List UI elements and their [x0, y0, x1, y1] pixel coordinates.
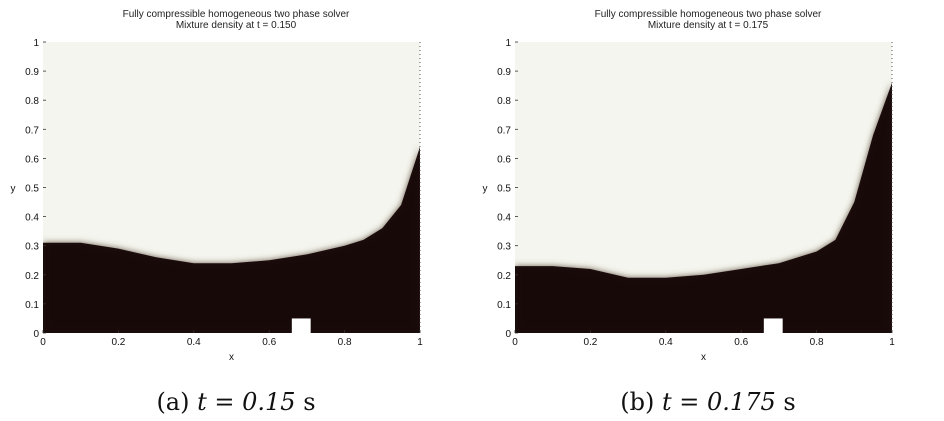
y-tick-label: 0.4 — [25, 213, 39, 224]
y-tick-label: 1 — [505, 38, 511, 49]
y-tick-label: 1 — [33, 38, 39, 49]
x-tick-label: 0.6 — [734, 337, 748, 348]
panel-b: Fully compressible homogeneous two phase… — [472, 0, 944, 421]
y-tick-label: 0.9 — [25, 67, 39, 78]
plot-title: Fully compressible homogeneous two phase… — [594, 9, 822, 20]
obstacle — [763, 318, 783, 333]
y-tick-label: 0 — [505, 329, 511, 340]
y-tick-label: 0.6 — [25, 154, 39, 165]
y-tick-label: 0.3 — [25, 242, 39, 253]
y-tick-label: 0.5 — [497, 184, 511, 195]
y-axis-label: y — [483, 184, 488, 195]
density-plot: 0 0.1 0.2 0.3 0.4 0.5 0.6 0.7 0.8 0.9 1 0 0.2 0.4 0.6 0… — [483, 38, 896, 363]
x-tick-label: 0 — [512, 337, 518, 348]
obstacle — [291, 318, 311, 333]
y-tick-label: 0.8 — [497, 96, 511, 107]
x-tick-label: 0.4 — [187, 337, 201, 348]
y-tick-label: 0.2 — [497, 271, 511, 282]
y-tick-label: 0.9 — [497, 67, 511, 78]
y-tick-label: 0.1 — [497, 300, 511, 311]
y-tick-label: 0.3 — [497, 242, 511, 253]
y-tick-label: 0.8 — [25, 96, 39, 107]
x-tick-label: 0.4 — [659, 337, 673, 348]
caption-label: (b) — [620, 388, 655, 416]
y-tick-label: 0.1 — [25, 300, 39, 311]
caption-unit: s — [783, 388, 796, 416]
caption: (a) t = 0.15 s — [0, 388, 472, 416]
caption: (b) t = 0.175 s — [472, 388, 944, 416]
x-tick-label: 0.6 — [262, 337, 276, 348]
y-tick-label: 0.7 — [25, 125, 39, 136]
plot-subtitle: Mixture density at t = 0.150 — [175, 20, 297, 31]
x-tick-label: 0.2 — [583, 337, 597, 348]
y-axis-label: y — [11, 184, 16, 195]
plot-subtitle: Mixture density at t = 0.175 — [647, 20, 769, 31]
x-tick-label: 0.2 — [111, 337, 125, 348]
caption-math: t = 0.15 — [197, 388, 296, 416]
y-tick-label: 0.5 — [25, 184, 39, 195]
density-plot: 0 0.1 0.2 0.3 0.4 0.5 0.6 0.7 0.8 0.9 1 0 0.2 0.4 0.6 0… — [11, 38, 424, 363]
caption-label: (a) — [156, 388, 190, 416]
y-tick-label: 0 — [33, 329, 39, 340]
dense-phase-region — [43, 146, 420, 333]
x-axis-label: x — [229, 352, 234, 363]
x-tick-label: 1 — [889, 337, 895, 348]
y-tick-label: 0.6 — [497, 154, 511, 165]
y-tick-label: 0.7 — [497, 125, 511, 136]
caption-unit: s — [303, 388, 316, 416]
dense-phase-region — [515, 82, 892, 333]
x-tick-label: 1 — [417, 337, 423, 348]
y-tick-label: 0.2 — [25, 271, 39, 282]
caption-math: t = 0.175 — [662, 388, 776, 416]
x-tick-label: 0.8 — [338, 337, 352, 348]
x-tick-label: 0 — [40, 337, 46, 348]
x-axis-label: x — [701, 352, 706, 363]
plot-title: Fully compressible homogeneous two phase… — [122, 9, 350, 20]
x-tick-label: 0.8 — [810, 337, 824, 348]
y-tick-label: 0.4 — [497, 213, 511, 224]
panel-a: Fully compressible homogeneous two phase… — [0, 9, 472, 416]
